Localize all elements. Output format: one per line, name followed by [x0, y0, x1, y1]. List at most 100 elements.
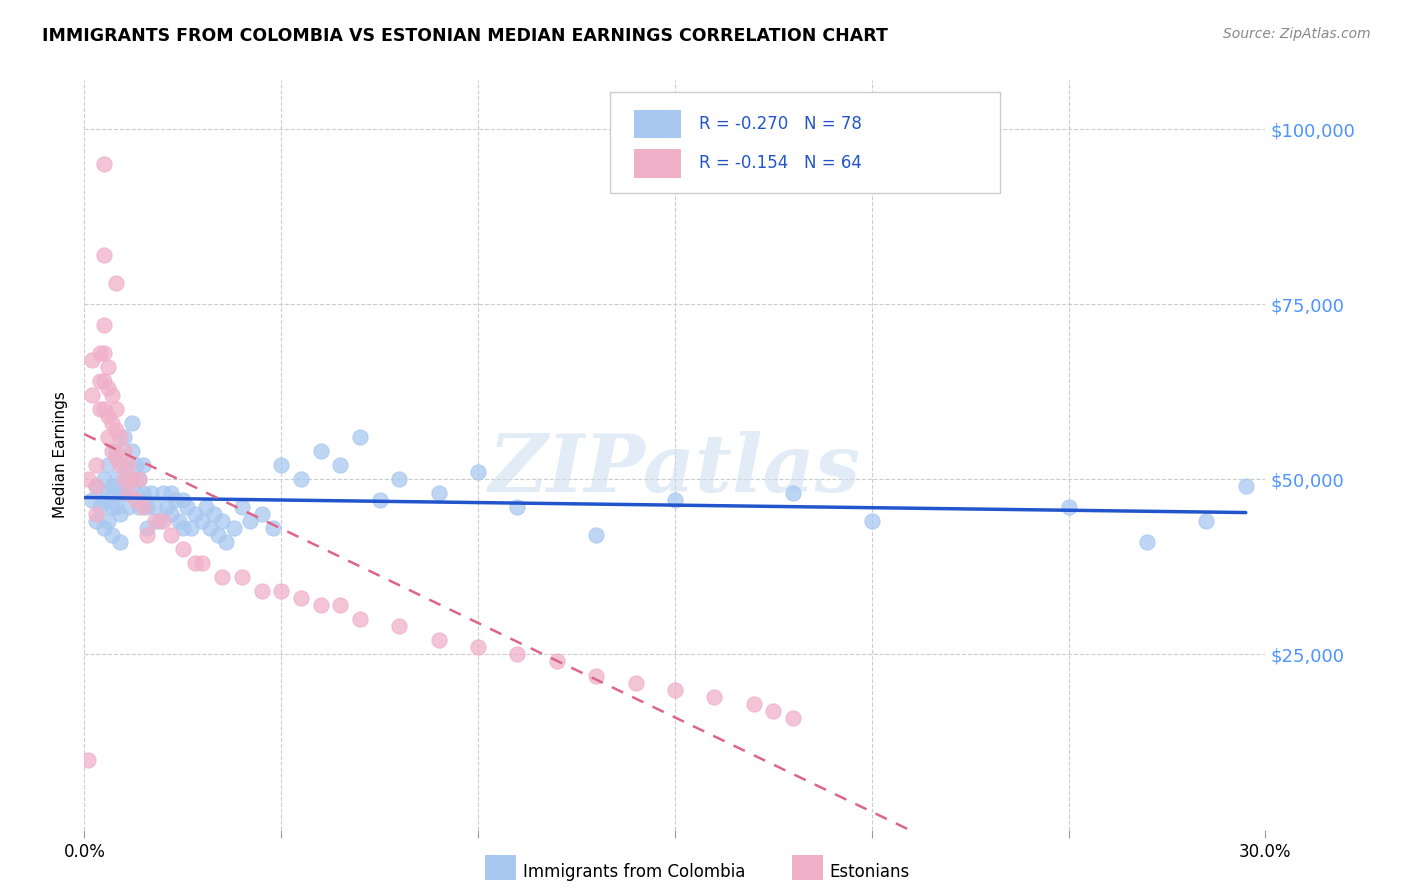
Point — [93, 346, 115, 360]
Point — [329, 599, 352, 613]
Point — [250, 508, 273, 522]
Point — [128, 472, 150, 486]
Point — [156, 500, 179, 515]
Point — [136, 500, 159, 515]
Point — [117, 472, 139, 486]
Point — [160, 528, 183, 542]
Text: Immigrants from Colombia: Immigrants from Colombia — [523, 863, 745, 881]
Point — [101, 417, 124, 431]
Point — [104, 424, 127, 438]
Point — [128, 472, 150, 486]
Point — [121, 417, 143, 431]
Point — [93, 375, 115, 389]
Point — [183, 508, 205, 522]
Point — [262, 521, 284, 535]
Point — [97, 515, 120, 529]
Point — [222, 521, 245, 535]
Point — [290, 472, 312, 486]
Point — [108, 458, 131, 473]
Point — [112, 472, 135, 486]
Point — [180, 521, 202, 535]
Point — [124, 458, 146, 473]
Point — [143, 515, 166, 529]
Text: Estonians: Estonians — [830, 863, 910, 881]
Text: Source: ZipAtlas.com: Source: ZipAtlas.com — [1223, 27, 1371, 41]
Point — [329, 458, 352, 473]
Point — [101, 500, 124, 515]
Point — [82, 388, 104, 402]
Point — [97, 430, 120, 444]
Point — [368, 493, 391, 508]
Point — [93, 493, 115, 508]
Point — [84, 458, 107, 473]
Point — [703, 690, 725, 704]
Point — [93, 521, 115, 535]
Point — [117, 486, 139, 500]
Point — [89, 346, 111, 360]
Point — [77, 752, 100, 766]
Point — [211, 515, 233, 529]
Point — [84, 508, 107, 522]
Point — [250, 584, 273, 599]
Point — [270, 584, 292, 599]
Point — [152, 486, 174, 500]
Point — [77, 472, 100, 486]
Point — [124, 486, 146, 500]
Point — [211, 570, 233, 584]
Point — [108, 430, 131, 444]
Point — [136, 528, 159, 542]
Point — [664, 682, 686, 697]
Point — [89, 500, 111, 515]
Point — [84, 479, 107, 493]
Point — [215, 535, 238, 549]
Point — [101, 479, 124, 493]
Point — [782, 710, 804, 724]
Point — [624, 675, 647, 690]
Point — [112, 486, 135, 500]
Point — [97, 360, 120, 375]
Point — [104, 451, 127, 466]
Point — [104, 402, 127, 417]
Point — [1234, 479, 1257, 493]
Point — [112, 430, 135, 444]
Point — [108, 486, 131, 500]
Point — [782, 486, 804, 500]
Point — [207, 528, 229, 542]
Point — [93, 318, 115, 333]
Text: R = -0.270   N = 78: R = -0.270 N = 78 — [699, 115, 862, 133]
Point — [101, 528, 124, 542]
FancyBboxPatch shape — [610, 92, 1000, 193]
Point — [167, 515, 190, 529]
Point — [467, 466, 489, 480]
Point — [546, 655, 568, 669]
Point — [1136, 535, 1159, 549]
Point — [231, 500, 253, 515]
Point — [191, 515, 214, 529]
Point — [762, 704, 785, 718]
Point — [117, 500, 139, 515]
Text: ZIPatlas: ZIPatlas — [489, 431, 860, 508]
Point — [84, 479, 107, 493]
Point — [290, 591, 312, 606]
Point — [108, 508, 131, 522]
Point — [1195, 515, 1218, 529]
Point — [141, 486, 163, 500]
Text: IMMIGRANTS FROM COLOMBIA VS ESTONIAN MEDIAN EARNINGS CORRELATION CHART: IMMIGRANTS FROM COLOMBIA VS ESTONIAN MED… — [42, 27, 889, 45]
Point — [506, 648, 529, 662]
Text: R = -0.154   N = 64: R = -0.154 N = 64 — [699, 154, 862, 172]
FancyBboxPatch shape — [634, 149, 681, 178]
Point — [112, 444, 135, 458]
Point — [82, 493, 104, 508]
Point — [121, 472, 143, 486]
Point — [112, 458, 135, 473]
Point — [172, 542, 194, 557]
Point — [585, 528, 607, 542]
Point — [742, 697, 765, 711]
Point — [231, 570, 253, 584]
Point — [93, 402, 115, 417]
Point — [104, 500, 127, 515]
Point — [84, 515, 107, 529]
Point — [93, 157, 115, 171]
Point — [97, 409, 120, 424]
Point — [132, 458, 155, 473]
